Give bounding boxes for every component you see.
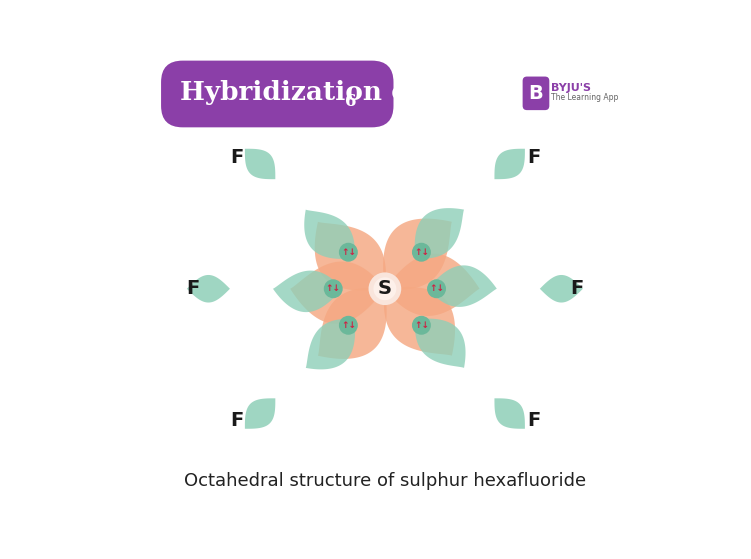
Text: F: F [570, 280, 583, 299]
Text: ↑↓: ↑↓ [341, 321, 356, 330]
Polygon shape [290, 262, 385, 324]
Polygon shape [494, 149, 525, 179]
Polygon shape [428, 266, 497, 307]
Circle shape [412, 243, 431, 262]
Polygon shape [415, 319, 466, 368]
Polygon shape [494, 399, 525, 429]
Text: F: F [230, 410, 243, 429]
Text: ↑↓: ↑↓ [429, 284, 444, 293]
Circle shape [373, 277, 397, 300]
Polygon shape [383, 219, 452, 290]
Polygon shape [273, 271, 342, 312]
Text: B: B [529, 84, 543, 103]
Polygon shape [315, 222, 386, 291]
Polygon shape [318, 288, 387, 359]
Polygon shape [304, 210, 354, 259]
Polygon shape [245, 399, 276, 429]
Text: The Learning App: The Learning App [550, 93, 618, 102]
Text: F: F [526, 410, 540, 429]
Text: BYJU'S: BYJU'S [550, 83, 590, 93]
Polygon shape [540, 275, 583, 302]
Text: 6: 6 [345, 93, 357, 110]
Circle shape [339, 243, 357, 262]
Circle shape [339, 316, 357, 335]
FancyBboxPatch shape [161, 60, 394, 127]
Polygon shape [384, 287, 455, 356]
Text: ↑↓: ↑↓ [326, 284, 341, 293]
Polygon shape [385, 254, 480, 316]
FancyBboxPatch shape [523, 77, 549, 110]
Text: F: F [187, 280, 200, 299]
Text: F: F [526, 148, 540, 167]
Circle shape [369, 272, 401, 305]
Text: S: S [378, 280, 392, 299]
Text: ↑↓: ↑↓ [414, 321, 429, 330]
Text: Hybridization of SF: Hybridization of SF [180, 80, 467, 106]
Circle shape [427, 280, 446, 298]
Text: Octahedral structure of sulphur hexafluoride: Octahedral structure of sulphur hexafluo… [184, 472, 586, 490]
Text: ↑↓: ↑↓ [414, 248, 429, 257]
Text: ↑↓: ↑↓ [341, 248, 356, 257]
Polygon shape [415, 208, 464, 259]
Polygon shape [187, 275, 230, 302]
Circle shape [412, 316, 431, 335]
Text: F: F [230, 148, 243, 167]
Circle shape [324, 280, 342, 298]
Polygon shape [245, 149, 276, 179]
Polygon shape [306, 319, 355, 369]
